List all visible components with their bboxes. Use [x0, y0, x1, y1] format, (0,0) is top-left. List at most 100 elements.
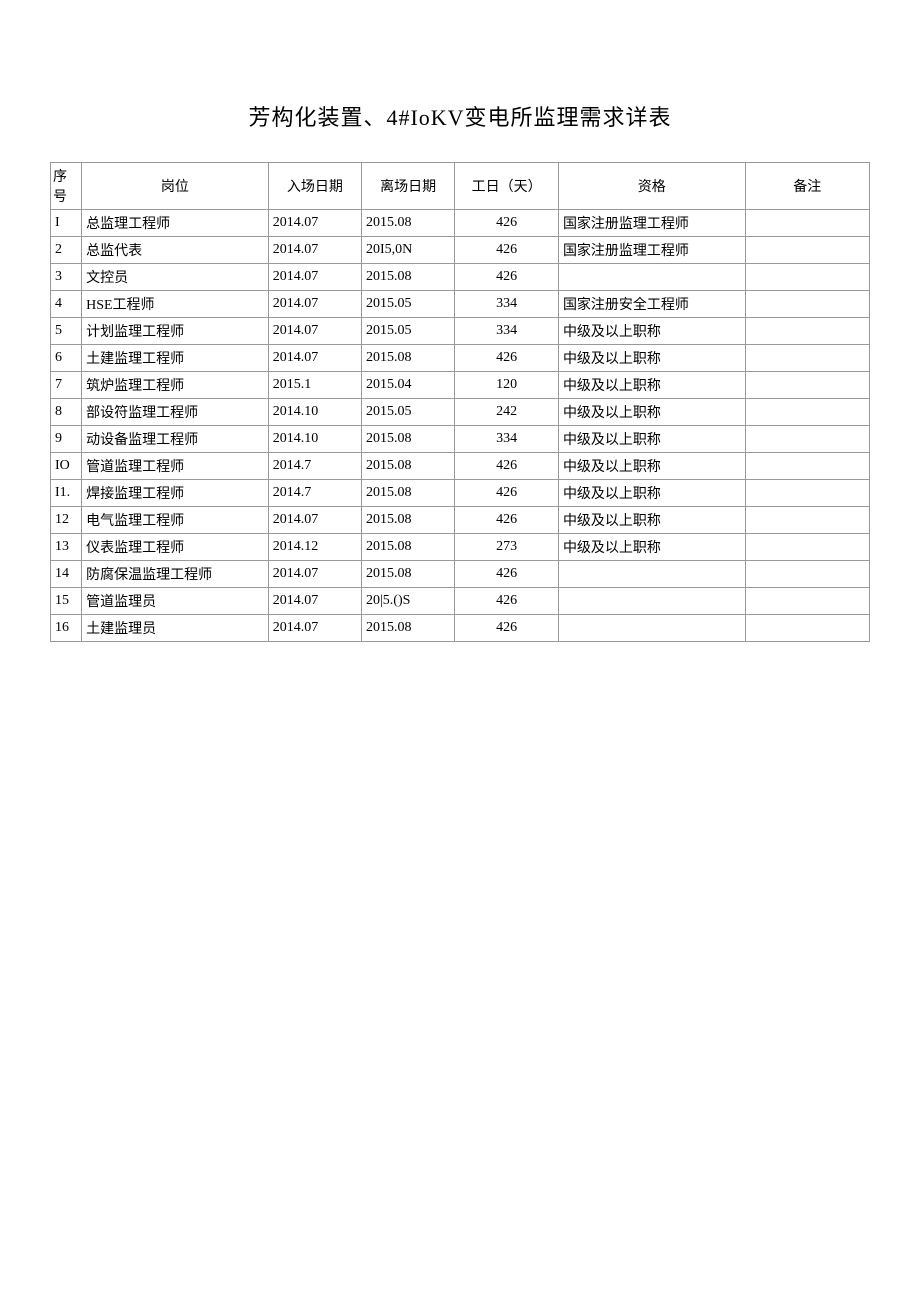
- cell-remark: [745, 534, 869, 561]
- table-row: 2总监代表2014.0720I5,0N426国家注册监理工程师: [51, 237, 870, 264]
- cell-days: 426: [455, 345, 559, 372]
- table-row: 13仪表监理工程师2014.122015.08273中级及以上职称: [51, 534, 870, 561]
- cell-qualification: 国家注册安全工程师: [558, 291, 745, 318]
- cell-days: 334: [455, 318, 559, 345]
- cell-days: 242: [455, 399, 559, 426]
- cell-days: 426: [455, 453, 559, 480]
- table-row: 15管道监理员2014.0720|5.()S426: [51, 588, 870, 615]
- table-body: I总监理工程师2014.072015.08426国家注册监理工程师2总监代表20…: [51, 210, 870, 642]
- cell-start-date: 2014.07: [268, 291, 361, 318]
- cell-start-date: 2015.1: [268, 372, 361, 399]
- cell-days: 120: [455, 372, 559, 399]
- cell-days: 426: [455, 237, 559, 264]
- cell-start-date: 2014.07: [268, 615, 361, 642]
- cell-qualification: 中级及以上职称: [558, 318, 745, 345]
- table-row: 9动设备监理工程师2014.102015.08334中级及以上职称: [51, 426, 870, 453]
- cell-qualification: 中级及以上职称: [558, 453, 745, 480]
- cell-start-date: 2014.07: [268, 588, 361, 615]
- header-position: 岗位: [82, 163, 269, 210]
- table-row: 7筑炉监理工程师2015.12015.04120中级及以上职称: [51, 372, 870, 399]
- cell-seq: 5: [51, 318, 82, 345]
- cell-end-date: 2015.05: [361, 399, 454, 426]
- header-qualification: 资格: [558, 163, 745, 210]
- table-row: 14防腐保温监理工程师2014.072015.08426: [51, 561, 870, 588]
- cell-end-date: 2015.08: [361, 561, 454, 588]
- header-seq: 序号: [51, 163, 82, 210]
- cell-days: 426: [455, 210, 559, 237]
- header-start-date: 入场日期: [268, 163, 361, 210]
- table-row: 5计划监理工程师2014.072015.05334中级及以上职称: [51, 318, 870, 345]
- cell-position: 部设符监理工程师: [82, 399, 269, 426]
- cell-seq: IO: [51, 453, 82, 480]
- table-row: IO管道监理工程师2014.72015.08426中级及以上职称: [51, 453, 870, 480]
- cell-days: 334: [455, 426, 559, 453]
- cell-position: 管道监理工程师: [82, 453, 269, 480]
- cell-qualification: 中级及以上职称: [558, 507, 745, 534]
- cell-seq: 3: [51, 264, 82, 291]
- cell-seq: 16: [51, 615, 82, 642]
- cell-seq: 15: [51, 588, 82, 615]
- cell-remark: [745, 480, 869, 507]
- cell-end-date: 2015.04: [361, 372, 454, 399]
- cell-remark: [745, 264, 869, 291]
- cell-position: 计划监理工程师: [82, 318, 269, 345]
- table-header-row: 序号 岗位 入场日期 离场日期 工日（天） 资格 备注: [51, 163, 870, 210]
- cell-qualification: 国家注册监理工程师: [558, 237, 745, 264]
- cell-qualification: [558, 264, 745, 291]
- header-remark: 备注: [745, 163, 869, 210]
- cell-remark: [745, 588, 869, 615]
- cell-seq: 7: [51, 372, 82, 399]
- cell-seq: 4: [51, 291, 82, 318]
- cell-remark: [745, 318, 869, 345]
- cell-qualification: 中级及以上职称: [558, 399, 745, 426]
- cell-days: 426: [455, 264, 559, 291]
- cell-start-date: 2014.10: [268, 426, 361, 453]
- cell-remark: [745, 345, 869, 372]
- cell-remark: [745, 372, 869, 399]
- cell-qualification: 中级及以上职称: [558, 372, 745, 399]
- cell-end-date: 2015.08: [361, 426, 454, 453]
- cell-seq: 12: [51, 507, 82, 534]
- cell-days: 426: [455, 480, 559, 507]
- cell-position: 管道监理员: [82, 588, 269, 615]
- cell-remark: [745, 561, 869, 588]
- cell-remark: [745, 237, 869, 264]
- cell-qualification: 中级及以上职称: [558, 480, 745, 507]
- cell-days: 273: [455, 534, 559, 561]
- cell-qualification: [558, 588, 745, 615]
- cell-seq: 8: [51, 399, 82, 426]
- header-end-date: 离场日期: [361, 163, 454, 210]
- cell-end-date: 2015.08: [361, 615, 454, 642]
- cell-qualification: 中级及以上职称: [558, 426, 745, 453]
- table-row: 12电气监理工程师2014.072015.08426中级及以上职称: [51, 507, 870, 534]
- cell-start-date: 2014.07: [268, 507, 361, 534]
- cell-seq: 13: [51, 534, 82, 561]
- cell-end-date: 2015.08: [361, 264, 454, 291]
- cell-end-date: 2015.08: [361, 345, 454, 372]
- table-row: 4HSE工程师2014.072015.05334国家注册安全工程师: [51, 291, 870, 318]
- cell-end-date: 2015.05: [361, 291, 454, 318]
- cell-position: 文控员: [82, 264, 269, 291]
- cell-position: HSE工程师: [82, 291, 269, 318]
- cell-seq: 14: [51, 561, 82, 588]
- cell-days: 426: [455, 561, 559, 588]
- cell-remark: [745, 507, 869, 534]
- cell-remark: [745, 426, 869, 453]
- cell-seq: 9: [51, 426, 82, 453]
- cell-start-date: 2014.07: [268, 264, 361, 291]
- cell-remark: [745, 453, 869, 480]
- cell-position: 动设备监理工程师: [82, 426, 269, 453]
- cell-remark: [745, 210, 869, 237]
- cell-remark: [745, 399, 869, 426]
- cell-position: 总监代表: [82, 237, 269, 264]
- table-row: 16土建监理员2014.072015.08426: [51, 615, 870, 642]
- cell-qualification: 中级及以上职称: [558, 534, 745, 561]
- cell-end-date: 2015.08: [361, 453, 454, 480]
- cell-end-date: 2015.08: [361, 210, 454, 237]
- cell-position: 防腐保温监理工程师: [82, 561, 269, 588]
- cell-seq: I: [51, 210, 82, 237]
- cell-start-date: 2014.10: [268, 399, 361, 426]
- cell-start-date: 2014.12: [268, 534, 361, 561]
- cell-end-date: 2015.05: [361, 318, 454, 345]
- cell-position: 土建监理工程师: [82, 345, 269, 372]
